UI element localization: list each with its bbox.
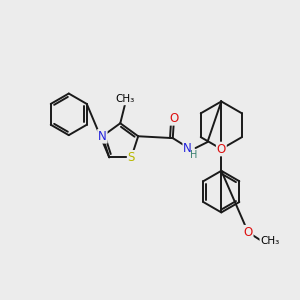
Text: H: H xyxy=(190,150,197,160)
Text: S: S xyxy=(128,151,135,164)
Text: O: O xyxy=(244,226,253,239)
Text: CH₃: CH₃ xyxy=(116,94,135,104)
Text: N: N xyxy=(183,142,192,154)
Text: N: N xyxy=(98,130,107,143)
Text: O: O xyxy=(217,142,226,155)
Text: O: O xyxy=(169,112,178,125)
Text: CH₃: CH₃ xyxy=(260,236,280,246)
